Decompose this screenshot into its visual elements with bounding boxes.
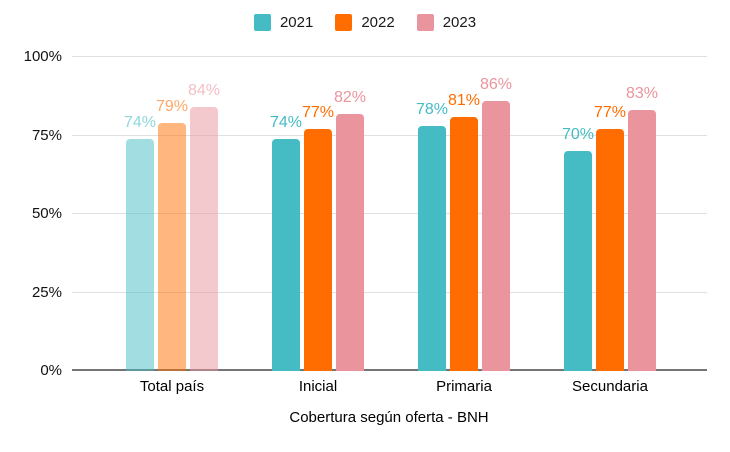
bar-value-label: 84% bbox=[187, 82, 221, 100]
bar-2022-inicial: 77% bbox=[302, 104, 334, 371]
y-axis-tick: 100% bbox=[23, 48, 62, 65]
bar-group-primaria: 78% 81% 86% bbox=[416, 76, 512, 371]
bar-value-label: 78% bbox=[415, 101, 449, 119]
legend-item-2021: 2021 bbox=[253, 14, 314, 31]
x-axis-label-secundaria: Secundaria bbox=[572, 378, 648, 395]
gridline bbox=[72, 134, 707, 136]
x-axis-label-inicial: Inicial bbox=[298, 378, 338, 395]
bar-2021-primaria: 78% bbox=[416, 101, 448, 371]
gridline bbox=[72, 213, 707, 214]
bar-2023-primaria: 86% bbox=[480, 76, 512, 371]
bar-2023-total-pais: 84% bbox=[188, 82, 220, 371]
y-axis-tick: 0% bbox=[40, 362, 62, 379]
bar-value-label: 86% bbox=[479, 75, 513, 93]
y-axis-tick: 75% bbox=[31, 126, 62, 144]
bar-value-label: 74% bbox=[269, 113, 303, 131]
legend-item-2022: 2022 bbox=[335, 14, 395, 31]
bar-group-secundaria: 70% 77% 83% bbox=[562, 85, 658, 371]
bar-value-label: 79% bbox=[155, 97, 189, 115]
x-axis-baseline bbox=[72, 369, 707, 371]
bar-value-label: 81% bbox=[447, 91, 481, 109]
x-axis-title: Cobertura según oferta - BNH bbox=[289, 409, 489, 426]
y-axis-tick: 25% bbox=[31, 283, 62, 301]
legend-label: 2023 bbox=[442, 14, 477, 31]
bar-group-inicial: 74% 77% 82% bbox=[270, 89, 366, 371]
bar-value-label: 77% bbox=[593, 104, 627, 122]
legend-item-2023: 2023 bbox=[416, 14, 477, 31]
bar-2021-secundaria: 70% bbox=[562, 126, 594, 371]
bar-2021-total-pais: 74% bbox=[124, 114, 156, 371]
bar-2023-secundaria: 83% bbox=[626, 85, 658, 371]
bar-value-label: 82% bbox=[333, 88, 367, 106]
plot-area: 74% 79% 84% 74% 77% 82% 78% 81% 86% 70% 77% 83% bbox=[72, 56, 707, 371]
bar-value-label: 70% bbox=[561, 126, 595, 144]
legend-color-swatch bbox=[253, 14, 271, 31]
bar-value-label: 77% bbox=[301, 104, 335, 122]
bar-2022-secundaria: 77% bbox=[594, 104, 626, 371]
bar-2021-inicial: 74% bbox=[270, 114, 302, 371]
legend-label: 2022 bbox=[361, 14, 395, 31]
gridline bbox=[72, 291, 707, 293]
bar-2022-primaria: 81% bbox=[448, 92, 480, 371]
gridline bbox=[72, 56, 707, 57]
legend-label: 2021 bbox=[279, 14, 314, 31]
x-axis-label-total-pais: Total país bbox=[139, 378, 205, 395]
bar-value-label: 83% bbox=[625, 85, 659, 103]
x-axis-label-primaria: Primaria bbox=[436, 378, 492, 395]
legend-color-swatch bbox=[416, 14, 434, 31]
bar-2022-total-pais: 79% bbox=[156, 98, 188, 371]
bar-2023-inicial: 82% bbox=[334, 89, 366, 371]
bar-group-total-pais: 74% 79% 84% bbox=[124, 82, 220, 371]
legend-color-swatch bbox=[335, 14, 353, 31]
chart-legend: 2021 2022 2023 bbox=[0, 14, 730, 31]
y-axis-tick: 50% bbox=[31, 205, 62, 222]
bar-value-label: 74% bbox=[123, 113, 157, 131]
